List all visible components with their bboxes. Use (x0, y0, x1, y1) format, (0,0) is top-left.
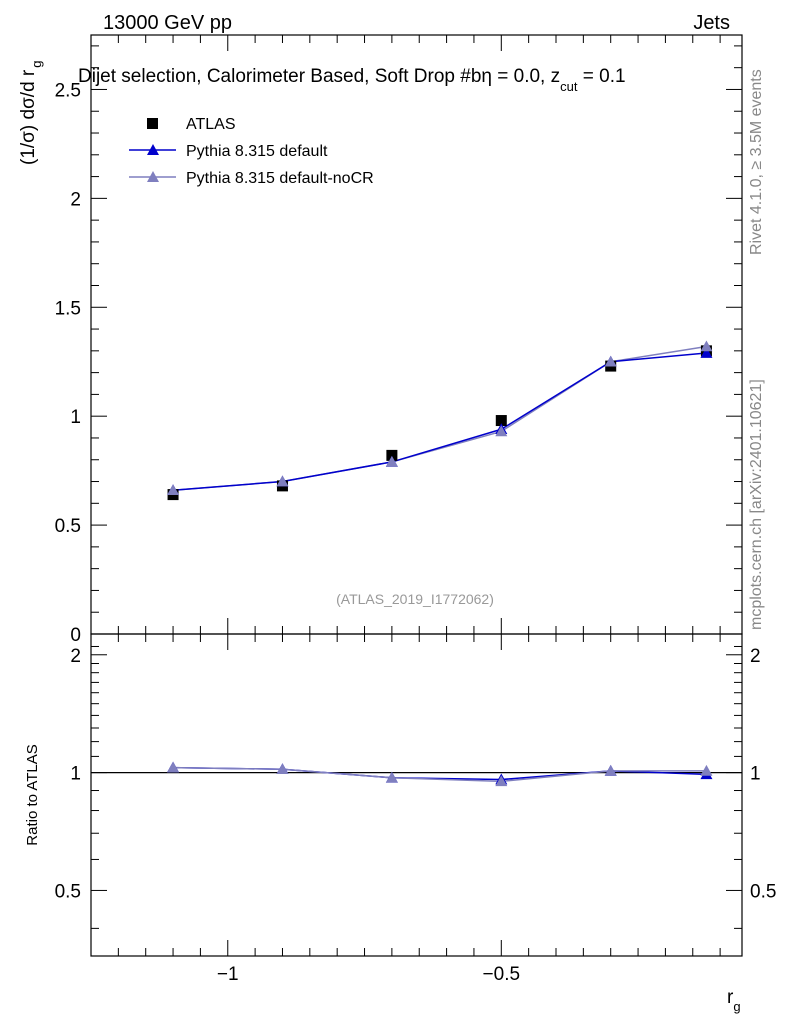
legend: ATLAS Pythia 8.315 default Pythia 8.315 … (129, 116, 374, 187)
ratio-series-line (173, 766, 707, 783)
legend-label-pythia-default: Pythia 8.315 default (186, 143, 328, 160)
ratio-y-tick-label-right: 1 (750, 764, 761, 785)
title-eta: η = 0.0, z (481, 66, 560, 87)
title-text: Dijet selection, Calorimeter Based, Soft… (78, 66, 481, 87)
legend-label-atlas: ATLAS (186, 116, 236, 133)
main-y-tick-label: 0 (70, 625, 81, 646)
ratio-y-axis-title: Ratio to ATLAS (24, 744, 41, 845)
ylabel-sub: g (29, 61, 44, 68)
main-series-line (172, 345, 707, 491)
main-atlas-point (386, 449, 398, 461)
main-y-tick-label: 0.5 (55, 516, 81, 537)
analysis-watermark: (ATLAS_2019_I1772062) (336, 591, 494, 607)
ratio-mc-point (604, 764, 617, 776)
main-y-tick-label: 1.5 (55, 298, 81, 319)
main-mc-point (276, 475, 289, 487)
ratio-mc-point (495, 775, 508, 787)
main-mc-point (700, 340, 713, 352)
ratio-mc-point (700, 764, 713, 776)
ylabel-text: (1/σ) dσ/d r (18, 69, 39, 165)
main-mc-point (604, 355, 617, 367)
main-y-tick-label: 2.5 (55, 80, 81, 101)
main-y-tick-label: 2 (70, 189, 81, 210)
x-tick-label: −1 (217, 964, 239, 985)
title-end: = 0.1 (577, 66, 625, 87)
header-jets-label: Jets (693, 12, 730, 34)
x-tick-label: −0.5 (483, 964, 521, 985)
ratio-y-tick-label-right: 2 (750, 646, 761, 667)
ratio-plot-frame (90, 633, 743, 957)
ratio-y-tick-label: 1 (70, 764, 81, 785)
ratio-y-tick-label-right: 0.5 (750, 881, 776, 902)
ratio-y-tick-label: 0.5 (55, 881, 81, 902)
main-title: Dijet selection, Calorimeter Based, Soft… (78, 66, 626, 94)
ratio-mc-point (276, 763, 289, 775)
legend-marker-pythia-default (147, 144, 159, 155)
rivet-version-label: Rivet 4.1.0, ≥ 3.5M events (748, 69, 765, 255)
ratio-mc-point (385, 771, 398, 783)
header-energy-label: 13000 GeV pp (103, 12, 232, 34)
main-mc-point (385, 455, 398, 467)
main-atlas-point (495, 415, 507, 427)
xlabel-text: r (727, 987, 734, 1008)
main-y-axis-title: (1/σ) dσ/d rg (18, 61, 44, 166)
legend-marker-pythia-nocr (147, 171, 159, 182)
main-y-tick-label: 1 (70, 407, 81, 428)
ratio-y-tick-label: 2 (70, 646, 81, 667)
title-sub: cut (560, 79, 578, 94)
x-axis-title: rg (727, 987, 741, 1014)
main-mc-point (495, 425, 508, 437)
legend-marker-atlas (147, 118, 158, 129)
main-mc-point (167, 484, 180, 496)
mcplots-label: mcplots.cern.ch [arXiv:2401.10621] (748, 379, 765, 630)
ratio-mc-point (167, 761, 180, 773)
xlabel-sub: g (733, 999, 740, 1014)
main-mc-point (700, 347, 713, 358)
legend-label-pythia-nocr: Pythia 8.315 default-noCR (186, 170, 374, 187)
main-series-line (172, 352, 707, 491)
